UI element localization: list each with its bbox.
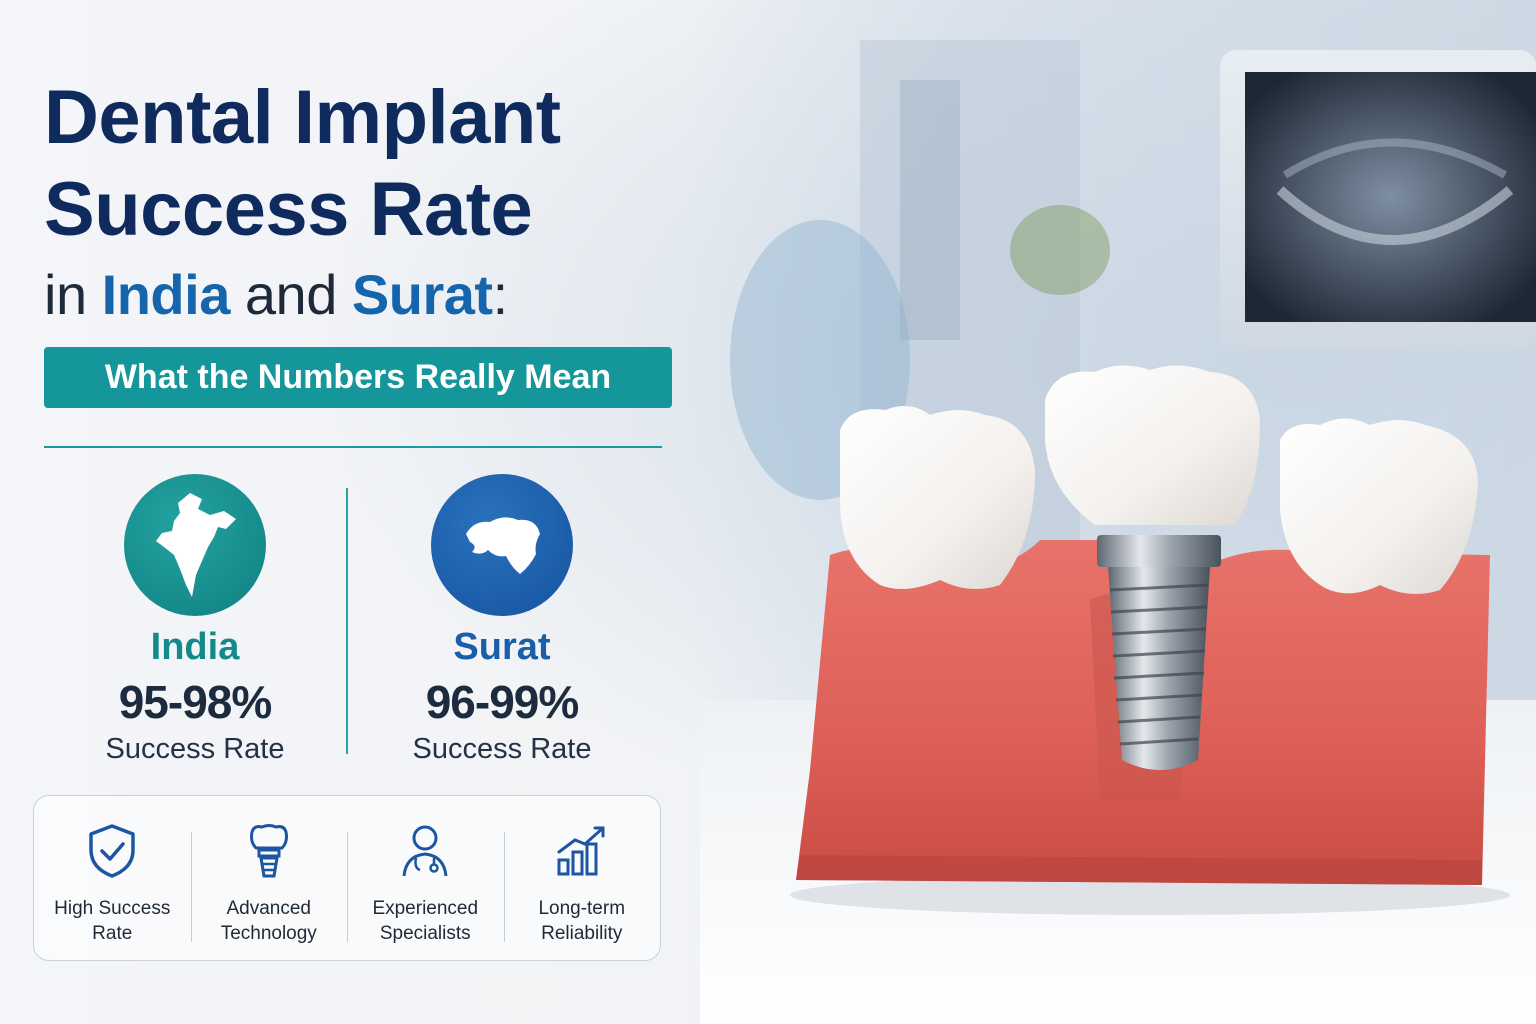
feature-experienced-specialists: Experienced Specialists [347, 796, 504, 960]
feature-label-line-2: Reliability [541, 923, 623, 944]
page-title-line-2: Success Rate [44, 167, 533, 252]
features-panel: High Success Rate Advanced Technology Expe… [33, 795, 661, 961]
surat-name: Surat [453, 626, 551, 668]
page-title-line-3: in India and Surat: [44, 262, 508, 327]
title-surat: Surat [351, 263, 493, 326]
surat-success-value: 96-99% [425, 676, 580, 728]
surat-stat: Surat 96-99% Success Rate [342, 474, 662, 766]
india-stat: India 95-98% Success Rate [35, 474, 355, 766]
feature-label-line-2: Specialists [379, 923, 471, 944]
feature-label-line-1: High Success [54, 898, 171, 919]
feature-label-line-2: Technology [220, 923, 317, 944]
india-success-label: Success Rate [105, 733, 285, 765]
title-india: India [101, 263, 231, 326]
vertical-divider [346, 488, 348, 754]
shield-check-icon [89, 824, 135, 878]
doctor-icon [402, 825, 448, 877]
india-success-value: 95-98% [118, 676, 273, 728]
title-and: and [229, 263, 352, 326]
title-prefix: in [44, 263, 102, 326]
feature-label-line-1: Experienced [372, 898, 479, 919]
title-colon: : [492, 263, 509, 326]
feature-label-line-1: Advanced [226, 898, 311, 919]
horizontal-divider [44, 446, 662, 448]
feature-advanced-technology: Advanced Technology [190, 796, 348, 960]
growth-chart-icon [557, 826, 605, 876]
gujarat-map-icon [431, 474, 573, 616]
india-map-icon [124, 474, 266, 616]
implant-tooth-icon [249, 824, 288, 878]
feature-high-success-rate: High Success Rate [34, 796, 191, 960]
subtitle-banner: What the Numbers Really Mean [44, 347, 672, 408]
surat-success-label: Success Rate [412, 733, 592, 765]
feature-label-line-1: Long-term [538, 898, 626, 919]
india-name: India [150, 626, 240, 668]
feature-label-line-2: Rate [92, 923, 133, 944]
page-title-line-1: Dental Implant [44, 75, 561, 160]
dental-implant-model-illustration [700, 40, 1536, 1024]
feature-long-term-reliability: Long-term Reliability [503, 796, 661, 960]
